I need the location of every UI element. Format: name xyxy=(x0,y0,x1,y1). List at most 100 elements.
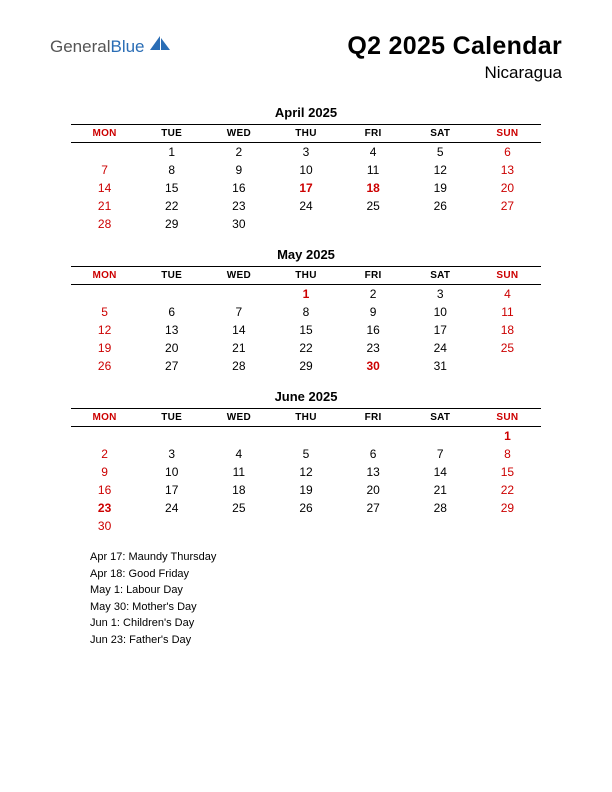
day-cell: 28 xyxy=(71,215,138,233)
day-cell: 3 xyxy=(407,285,474,304)
day-header: THU xyxy=(272,409,339,427)
day-cell: 14 xyxy=(407,463,474,481)
day-cell: 13 xyxy=(474,161,541,179)
day-cell: 2 xyxy=(340,285,407,304)
day-cell: 4 xyxy=(205,445,272,463)
day-cell: 12 xyxy=(407,161,474,179)
day-cell xyxy=(474,517,541,535)
day-header: THU xyxy=(272,125,339,143)
table-row: 14151617181920 xyxy=(71,179,541,197)
day-cell: 10 xyxy=(407,303,474,321)
day-header: MON xyxy=(71,267,138,285)
day-cell: 16 xyxy=(340,321,407,339)
day-cell: 2 xyxy=(205,143,272,162)
table-row: 123456 xyxy=(71,143,541,162)
day-cell: 4 xyxy=(340,143,407,162)
day-cell: 30 xyxy=(340,357,407,375)
day-cell: 25 xyxy=(205,499,272,517)
logo-general: General xyxy=(50,37,110,56)
day-cell: 15 xyxy=(272,321,339,339)
day-cell: 19 xyxy=(272,481,339,499)
calendars-container: April 2025MONTUEWEDTHUFRISATSUN123456789… xyxy=(50,105,562,535)
day-cell: 7 xyxy=(407,445,474,463)
day-cell: 16 xyxy=(205,179,272,197)
day-header: MON xyxy=(71,125,138,143)
day-cell xyxy=(205,427,272,446)
day-cell xyxy=(272,215,339,233)
day-cell xyxy=(340,215,407,233)
day-cell: 29 xyxy=(272,357,339,375)
day-cell: 9 xyxy=(71,463,138,481)
header: GeneralBlue Q2 2025 Calendar Nicaragua xyxy=(50,32,562,83)
day-cell: 29 xyxy=(474,499,541,517)
page-subtitle: Nicaragua xyxy=(347,63,562,83)
day-cell: 9 xyxy=(340,303,407,321)
logo-sail-icon xyxy=(149,35,171,51)
holiday-item: Jun 23: Father's Day xyxy=(90,632,562,649)
day-cell: 15 xyxy=(138,179,205,197)
day-cell: 20 xyxy=(138,339,205,357)
month-table: MONTUEWEDTHUFRISATSUN1234567891011121314… xyxy=(71,124,541,233)
day-cell xyxy=(71,427,138,446)
table-row: 12131415161718 xyxy=(71,321,541,339)
table-row: 16171819202122 xyxy=(71,481,541,499)
day-cell: 30 xyxy=(71,517,138,535)
day-cell: 22 xyxy=(474,481,541,499)
day-cell: 29 xyxy=(138,215,205,233)
day-cell xyxy=(474,215,541,233)
day-cell: 24 xyxy=(272,197,339,215)
day-cell: 14 xyxy=(205,321,272,339)
day-cell xyxy=(71,285,138,304)
day-cell: 21 xyxy=(407,481,474,499)
calendar-month: June 2025MONTUEWEDTHUFRISATSUN1234567891… xyxy=(71,389,541,535)
day-cell: 19 xyxy=(71,339,138,357)
day-cell: 17 xyxy=(138,481,205,499)
day-cell: 22 xyxy=(272,339,339,357)
day-cell: 21 xyxy=(205,339,272,357)
day-cell xyxy=(205,517,272,535)
holidays-list: Apr 17: Maundy ThursdayApr 18: Good Frid… xyxy=(90,549,562,648)
table-row: 262728293031 xyxy=(71,357,541,375)
day-cell xyxy=(407,427,474,446)
table-row: 282930 xyxy=(71,215,541,233)
day-cell: 8 xyxy=(138,161,205,179)
day-cell xyxy=(407,215,474,233)
day-header: SUN xyxy=(474,267,541,285)
day-cell: 1 xyxy=(272,285,339,304)
table-row: 9101112131415 xyxy=(71,463,541,481)
day-cell xyxy=(272,517,339,535)
day-cell: 1 xyxy=(138,143,205,162)
day-cell: 18 xyxy=(340,179,407,197)
day-cell xyxy=(71,143,138,162)
title-block: Q2 2025 Calendar Nicaragua xyxy=(347,32,562,83)
day-cell: 23 xyxy=(71,499,138,517)
day-cell: 5 xyxy=(272,445,339,463)
day-header: WED xyxy=(205,125,272,143)
day-cell xyxy=(407,517,474,535)
day-cell: 11 xyxy=(205,463,272,481)
table-row: 19202122232425 xyxy=(71,339,541,357)
table-row: 2345678 xyxy=(71,445,541,463)
day-cell: 21 xyxy=(71,197,138,215)
day-cell: 14 xyxy=(71,179,138,197)
day-header: TUE xyxy=(138,267,205,285)
day-cell xyxy=(340,517,407,535)
day-cell: 23 xyxy=(205,197,272,215)
holiday-item: Apr 17: Maundy Thursday xyxy=(90,549,562,566)
day-cell: 15 xyxy=(474,463,541,481)
month-table: MONTUEWEDTHUFRISATSUN1234567891011121314… xyxy=(71,408,541,535)
day-cell xyxy=(340,427,407,446)
day-cell: 3 xyxy=(272,143,339,162)
day-cell: 24 xyxy=(138,499,205,517)
day-cell: 11 xyxy=(340,161,407,179)
day-cell: 31 xyxy=(407,357,474,375)
day-cell: 27 xyxy=(138,357,205,375)
day-cell: 23 xyxy=(340,339,407,357)
table-row: 30 xyxy=(71,517,541,535)
day-cell: 22 xyxy=(138,197,205,215)
day-cell: 13 xyxy=(340,463,407,481)
holiday-item: May 1: Labour Day xyxy=(90,582,562,599)
table-row: 78910111213 xyxy=(71,161,541,179)
day-cell: 5 xyxy=(71,303,138,321)
day-cell xyxy=(138,517,205,535)
